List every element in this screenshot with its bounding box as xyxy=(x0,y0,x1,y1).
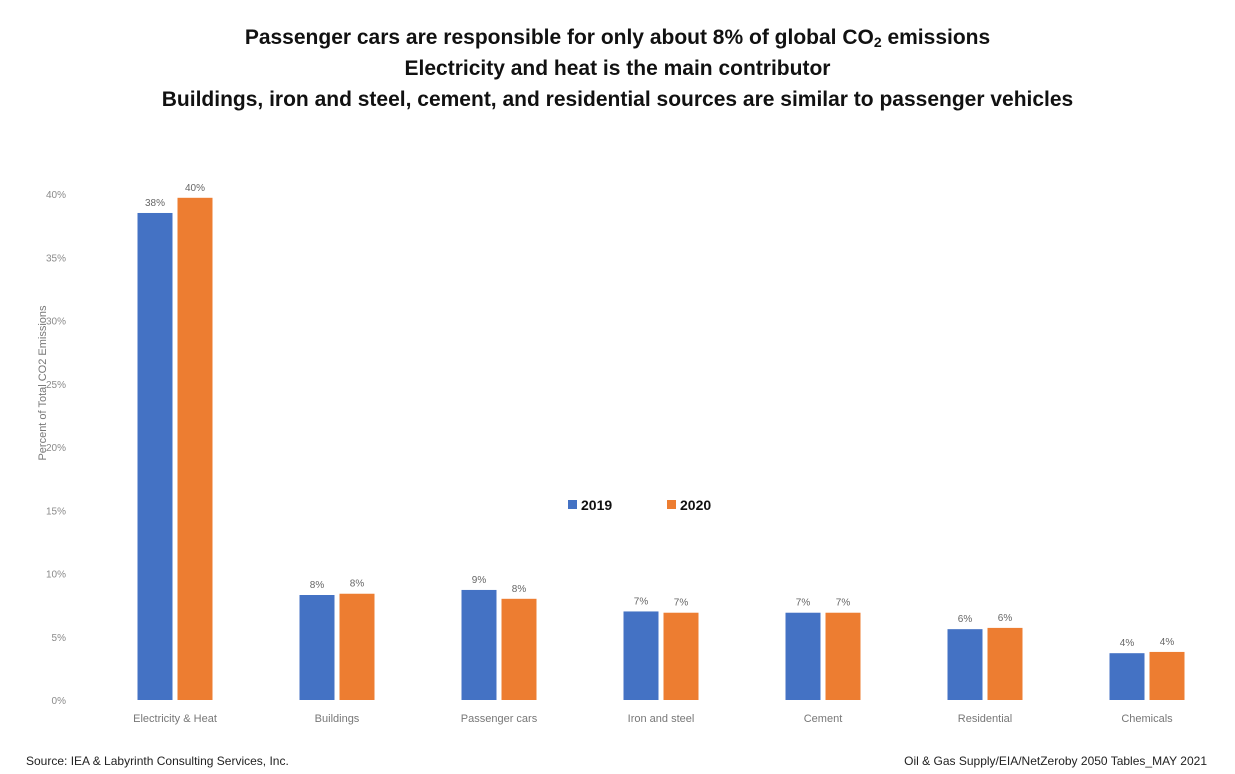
bar-2019 xyxy=(623,611,659,700)
chart-title-line-3: Buildings, iron and steel, cement, and r… xyxy=(161,88,1074,111)
bar-2020 xyxy=(825,612,861,700)
legend-label-2019: 2019 xyxy=(581,497,612,513)
y-tick-label: 5% xyxy=(52,633,67,644)
y-tick-label: 10% xyxy=(46,570,66,581)
data-label: 6% xyxy=(998,613,1013,624)
data-label: 8% xyxy=(512,584,527,595)
bar-2019 xyxy=(947,629,983,700)
legend-swatch-2020 xyxy=(667,500,676,509)
x-tick-label: Iron and steel xyxy=(628,713,695,725)
legend-swatch-2019 xyxy=(568,500,577,509)
data-label: 8% xyxy=(310,580,325,591)
y-tick-label: 35% xyxy=(46,253,66,264)
y-tick-label: 30% xyxy=(46,317,66,328)
chart-title-block: Passenger cars are responsible for only … xyxy=(0,22,1235,115)
data-label: 8% xyxy=(350,579,365,590)
bar-2020 xyxy=(339,593,375,700)
data-label: 7% xyxy=(836,598,851,609)
bar-2020 xyxy=(663,612,699,700)
x-tick-label: Residential xyxy=(958,713,1012,725)
bar-2019 xyxy=(137,212,173,700)
x-tick-label: Passenger cars xyxy=(461,713,538,725)
chart-title-line-2: Electricity and heat is the main contrib… xyxy=(404,57,831,80)
bar-2020 xyxy=(987,627,1023,700)
data-label: 4% xyxy=(1120,638,1135,649)
bar-2020 xyxy=(1149,651,1185,700)
y-axis-label: Percent of Total CO2 Emissions xyxy=(37,305,49,461)
bar-2019 xyxy=(785,612,821,700)
legend-label-2020: 2020 xyxy=(680,497,711,513)
x-tick-label: Buildings xyxy=(315,713,360,725)
y-tick-label: 0% xyxy=(52,696,67,707)
bar-2020 xyxy=(501,598,537,700)
bar-2020 xyxy=(177,197,213,701)
data-label: 38% xyxy=(145,198,165,209)
y-tick-label: 40% xyxy=(46,190,66,201)
chart-title-line-1: Passenger cars are responsible for only … xyxy=(244,26,991,50)
y-tick-label: 15% xyxy=(46,506,66,517)
x-tick-label: Cement xyxy=(804,713,843,725)
data-label: 40% xyxy=(185,183,205,194)
data-label: 7% xyxy=(674,598,689,609)
reference-note: Oil & Gas Supply/EIA/NetZeroby 2050 Tabl… xyxy=(904,754,1207,768)
x-tick-label: Electricity & Heat xyxy=(133,713,217,725)
data-label: 4% xyxy=(1160,637,1175,648)
data-label: 7% xyxy=(796,598,811,609)
data-label: 6% xyxy=(958,614,973,625)
bar-2019 xyxy=(299,595,335,700)
bar-2019 xyxy=(1109,653,1145,700)
data-label: 7% xyxy=(634,596,649,607)
y-tick-label: 25% xyxy=(46,380,66,391)
data-label: 9% xyxy=(472,575,487,586)
source-note: Source: IEA & Labyrinth Consulting Servi… xyxy=(26,754,289,768)
y-tick-label: 20% xyxy=(46,443,66,454)
bar-2019 xyxy=(461,589,497,700)
x-tick-label: Chemicals xyxy=(1121,713,1173,725)
